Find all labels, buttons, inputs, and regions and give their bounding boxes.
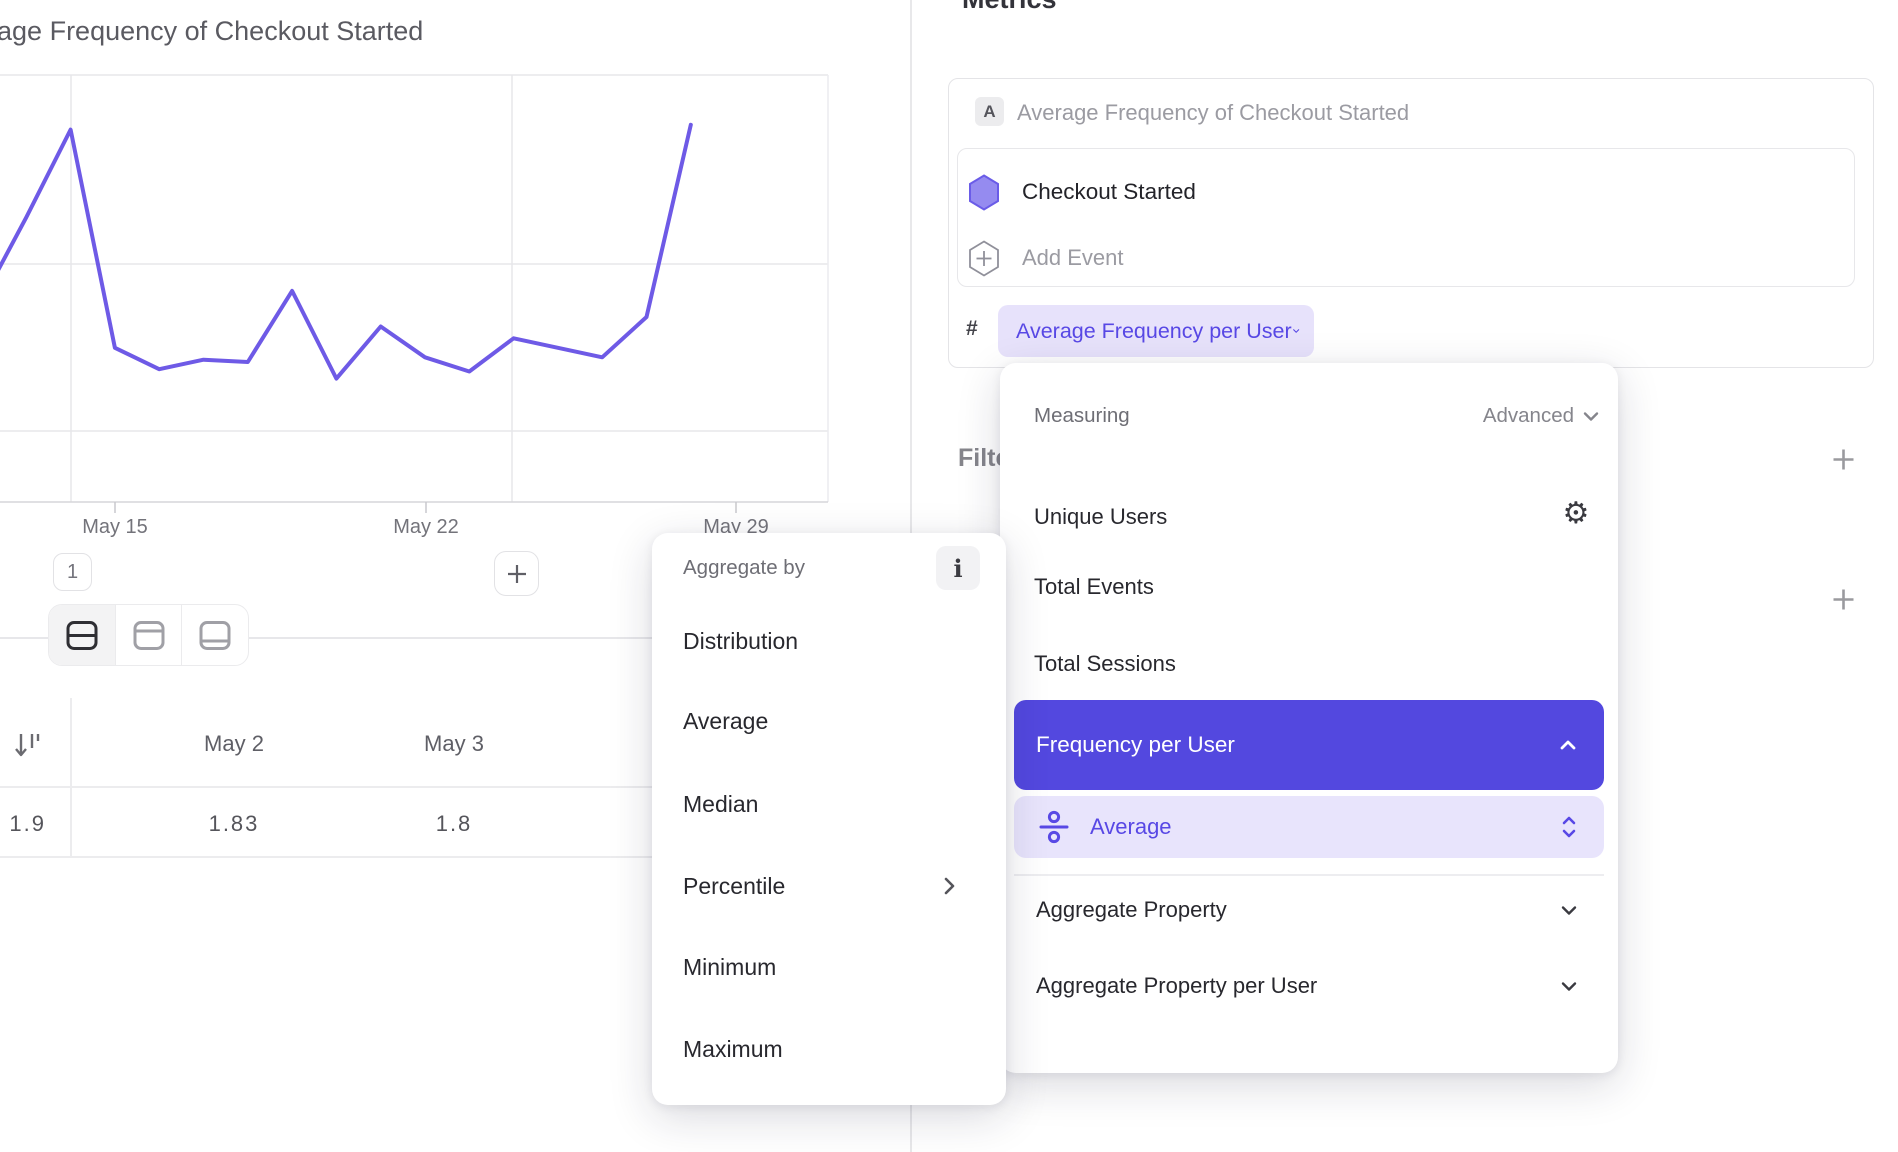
menu-item-aggregate-property-per-user[interactable]: Aggregate Property per User — [1014, 956, 1604, 1016]
average-divide-icon — [1039, 810, 1069, 844]
layout-chart-view-button[interactable] — [116, 605, 183, 665]
table-cell: 1.83 — [208, 811, 260, 836]
sort-descending-icon — [15, 734, 40, 757]
add-event-button[interactable]: Add Event — [1022, 245, 1124, 270]
menu-item-aggregate-property[interactable]: Aggregate Property — [1014, 880, 1604, 940]
menu-item-median[interactable]: Median — [683, 791, 759, 817]
table-cell: 1.8 — [435, 811, 473, 836]
chart-series-line[interactable] — [0, 122, 693, 381]
unfold-chevrons-icon — [1562, 816, 1576, 838]
section-divider — [0, 637, 910, 639]
submenu-chevron-right-icon — [942, 874, 957, 903]
event-row[interactable]: Checkout Started — [1022, 179, 1196, 204]
menu-item-total-events[interactable]: Total Events — [1034, 574, 1154, 599]
layout-split-view-button[interactable] — [49, 605, 116, 665]
layout-toggle-group — [48, 604, 249, 666]
chart-view-icon — [133, 620, 164, 650]
menu-item-frequency-per-user[interactable]: Frequency per User — [1014, 700, 1604, 790]
table-row-divider — [0, 786, 910, 788]
panel-heading: Metrics — [962, 0, 1057, 15]
table-column-divider — [70, 698, 72, 856]
plus-icon — [1833, 449, 1853, 469]
plus-icon — [507, 564, 526, 583]
table-bottom-border — [0, 856, 910, 858]
chart-title: Average Frequency of Checkout Started — [0, 16, 424, 46]
line-chart — [0, 74, 829, 513]
info-icon: i — [953, 553, 963, 583]
add-button[interactable] — [494, 551, 539, 596]
chevron-down-icon — [1292, 329, 1299, 333]
chevron-down-icon — [1583, 411, 1599, 421]
layout-table-view-button[interactable] — [182, 605, 248, 665]
unique-users-settings-button[interactable]: ⚙ — [1556, 494, 1596, 534]
plus-icon — [1833, 589, 1853, 609]
menu-item-distribution[interactable]: Distribution — [683, 628, 799, 654]
aggregate-by-header: Aggregate by — [683, 556, 805, 579]
sub-selected-label: Average — [1090, 814, 1172, 839]
x-axis-label: May 29 — [703, 516, 769, 538]
collapsed-item-label: Aggregate Property per User — [1036, 973, 1318, 998]
split-view-icon — [66, 620, 98, 650]
x-axis-label: May 22 — [393, 516, 459, 538]
measuring-menu-header: Measuring — [1034, 404, 1130, 427]
frequency-aggregation-selector[interactable]: Average — [1014, 796, 1604, 858]
chevron-down-icon — [1561, 905, 1577, 915]
chevron-down-icon — [1561, 981, 1577, 991]
collapsed-item-label: Aggregate Property — [1036, 897, 1227, 922]
menu-item-unique-users[interactable]: Unique Users — [1034, 504, 1168, 529]
granularity-input[interactable]: 1 — [53, 553, 92, 591]
table-cell: 1.9 — [9, 811, 46, 836]
menu-item-total-sessions[interactable]: Total Sessions — [1034, 651, 1176, 676]
table-header[interactable]: May 3 — [424, 731, 484, 756]
menu-item-minimum[interactable]: Minimum — [683, 954, 777, 980]
event-hexagon-icon — [968, 174, 1000, 216]
metric-title-input[interactable]: Average Frequency of Checkout Started — [1017, 100, 1410, 125]
measurement-label: Average Frequency per User — [1016, 318, 1292, 343]
table-header[interactable]: May 2 — [204, 731, 264, 756]
menu-item-percentile[interactable]: Percentile — [683, 873, 786, 899]
add-filter-button[interactable] — [1823, 439, 1863, 479]
advanced-label: Advanced — [1482, 404, 1574, 427]
menu-separator — [1014, 874, 1604, 876]
gear-icon: ⚙ — [1562, 496, 1590, 531]
advanced-toggle[interactable]: Advanced — [1430, 404, 1600, 428]
aggregate-by-menu — [652, 533, 1006, 1105]
sort-button[interactable] — [8, 726, 48, 764]
add-breakdown-button[interactable] — [1823, 579, 1863, 619]
measurement-dropdown[interactable]: Average Frequency per User — [998, 305, 1314, 357]
selected-item-label: Frequency per User — [1036, 732, 1235, 757]
event-card — [957, 148, 1855, 287]
numeric-type-icon: # — [966, 317, 978, 340]
menu-item-maximum[interactable]: Maximum — [683, 1036, 783, 1062]
info-button[interactable]: i — [936, 546, 980, 590]
metric-letter-badge: A — [975, 97, 1004, 126]
x-axis-label: May 15 — [82, 516, 148, 538]
table-view-icon — [199, 620, 231, 650]
add-event-icon — [968, 240, 1000, 282]
menu-item-average[interactable]: Average — [683, 708, 769, 734]
chevron-up-icon — [1560, 740, 1576, 750]
